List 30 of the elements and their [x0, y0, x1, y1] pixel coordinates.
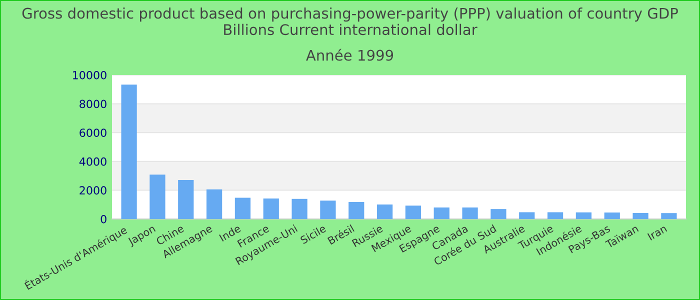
bar	[547, 212, 564, 219]
bar	[206, 189, 222, 219]
bar	[348, 202, 364, 219]
bar	[576, 212, 592, 219]
bar	[632, 212, 648, 219]
bar	[519, 212, 535, 219]
bar	[376, 204, 393, 219]
chart-subtitle: Année 1999	[306, 48, 394, 61]
y-tick-label: 6000	[80, 128, 106, 137]
bar	[234, 198, 251, 219]
bar	[121, 84, 137, 219]
y-tick-label: 0	[100, 214, 106, 224]
bar	[462, 207, 478, 219]
y-tick-label: 8000	[80, 100, 106, 108]
x-tick-label: Sicile	[300, 224, 326, 244]
bar	[661, 213, 677, 219]
bar	[490, 209, 506, 219]
bar	[434, 207, 450, 219]
x-tick-label: Iran	[647, 224, 668, 241]
bar	[604, 212, 620, 219]
chart-title: Gross domestic product based on purchasing-power-parity (PPP) valuation of country GDP Billions Current international dollar	[22, 8, 678, 36]
y-tick-label: 4000	[79, 157, 106, 166]
y-tick-label: 10000	[73, 70, 106, 80]
bar	[150, 174, 166, 219]
y-tick-label: 2000	[80, 186, 106, 195]
bar	[320, 200, 336, 219]
bar	[263, 198, 279, 219]
bar	[292, 198, 308, 219]
bar	[405, 206, 422, 219]
bar	[178, 180, 194, 219]
